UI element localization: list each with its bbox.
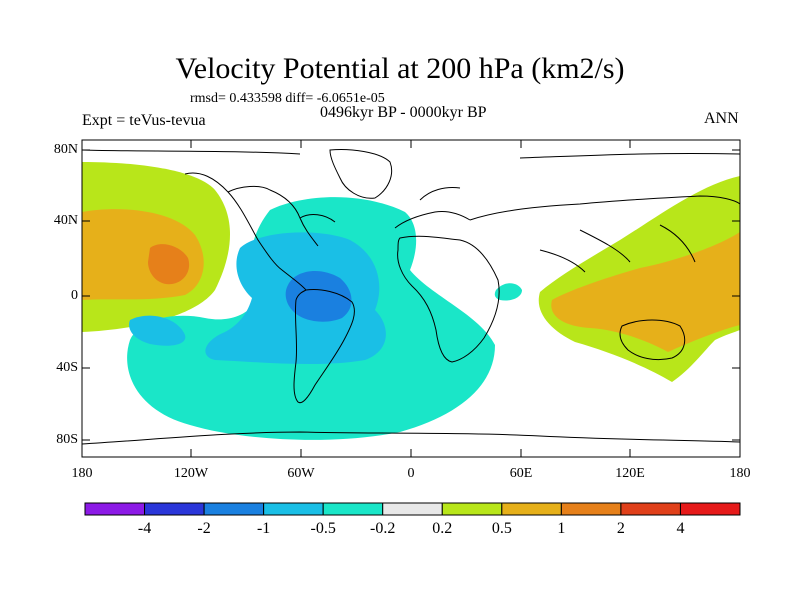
coastlines bbox=[82, 149, 740, 445]
coastline-europe bbox=[394, 187, 471, 229]
lon-label-180w: 180 bbox=[71, 466, 93, 481]
colorbar-box bbox=[322, 502, 384, 516]
colorbar-box bbox=[382, 502, 443, 516]
lon-label-60e: 60E bbox=[509, 466, 533, 481]
coastline-south-america bbox=[293, 289, 355, 404]
experiment-label: Expt = teVus-tevua bbox=[82, 112, 206, 129]
coastline-africa bbox=[397, 235, 500, 363]
lat-label-80n: 80N bbox=[53, 142, 78, 157]
season-label: ANN bbox=[704, 110, 739, 127]
coastline-australia bbox=[619, 319, 686, 361]
colorbar-box bbox=[501, 502, 562, 516]
colorbar bbox=[84, 502, 741, 516]
contour-africa-neg0.2 bbox=[494, 283, 522, 301]
colorbar-box bbox=[679, 502, 741, 516]
colorbar-label: 1 bbox=[557, 520, 566, 537]
colorbar-label: -0.2 bbox=[370, 520, 396, 537]
coastline-greenland bbox=[329, 149, 393, 199]
lat-label-0: 0 bbox=[71, 288, 78, 303]
contour-fill-layer bbox=[82, 162, 740, 440]
colorbar-label: -1 bbox=[256, 520, 271, 537]
contour-spacific-neg0.5 bbox=[129, 315, 186, 346]
contour-indopacific-0.5 bbox=[551, 232, 740, 352]
lon-label-0: 0 bbox=[407, 466, 415, 481]
colorbar-label: 4 bbox=[676, 520, 685, 537]
lat-label-40s: 40S bbox=[56, 360, 78, 375]
lat-label-80s: 80S bbox=[56, 432, 78, 447]
lon-label-120w: 120W bbox=[173, 466, 209, 481]
colorbar-box bbox=[620, 502, 681, 516]
coastline-arctic bbox=[82, 149, 740, 159]
chart-title: Velocity Potential at 200 hPa (km2/s) bbox=[175, 52, 625, 85]
colorbar-box bbox=[441, 502, 503, 516]
coastline-north-america bbox=[184, 172, 336, 291]
lon-label-120e: 120E bbox=[615, 466, 645, 481]
coastline-asia bbox=[469, 195, 740, 273]
colorbar-box bbox=[263, 502, 324, 516]
colorbar-box bbox=[84, 502, 146, 516]
lon-label-180e: 180 bbox=[729, 466, 751, 481]
colorbar-box bbox=[203, 502, 265, 516]
lat-label-40n: 40N bbox=[53, 213, 78, 228]
colorbar-label: -4 bbox=[137, 520, 152, 537]
rmsd-diff-stats: rmsd= 0.433598 diff= -6.0651e-05 bbox=[190, 91, 385, 106]
colorbar-label: -0.5 bbox=[310, 520, 336, 537]
lon-label-60w: 60W bbox=[287, 466, 315, 481]
colorbar-label: 2 bbox=[616, 520, 625, 537]
colorbar-label: -2 bbox=[197, 520, 211, 537]
colorbar-box bbox=[560, 502, 622, 516]
period-label: 0496kyr BP - 0000kyr BP bbox=[320, 104, 487, 121]
colorbar-label: 0.2 bbox=[432, 520, 453, 537]
colorbar-label: 0.5 bbox=[491, 520, 512, 537]
axis-ticks bbox=[82, 140, 740, 457]
contour-pacific-1 bbox=[148, 244, 190, 285]
contour-atlantic-neg1 bbox=[285, 270, 352, 322]
coastline-antarctica bbox=[82, 431, 740, 445]
colorbar-box bbox=[144, 502, 205, 516]
